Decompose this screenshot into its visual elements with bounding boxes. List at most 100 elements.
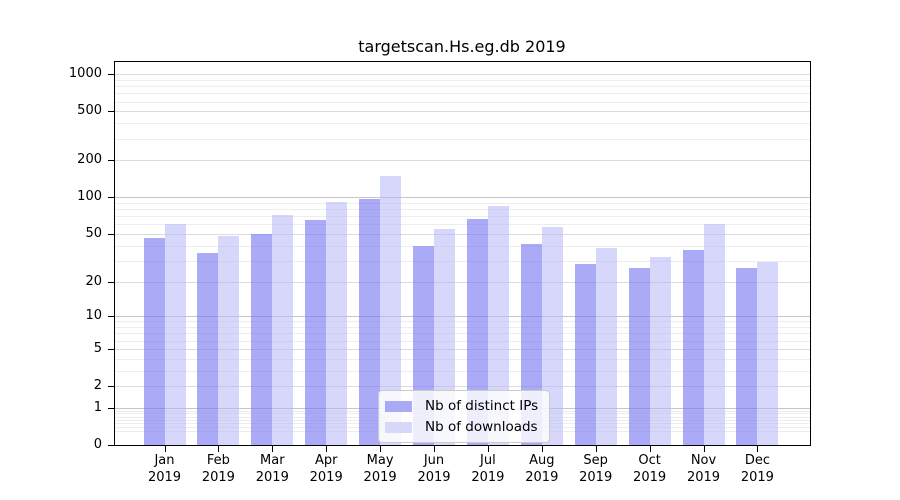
x-tick-jul	[487, 446, 489, 452]
x-tick-jun	[434, 446, 435, 452]
x-label-year: 2019	[363, 470, 397, 485]
x-label-month: Aug	[529, 453, 555, 468]
x-tick-label-jan: Jan 2019	[137, 452, 193, 486]
minor-gridline	[114, 93, 810, 95]
y-tick-label-0: 0	[93, 437, 102, 452]
major-gridline-2	[114, 386, 810, 387]
y-tick-label-10: 10	[85, 308, 102, 324]
x-label-year: 2019	[686, 470, 721, 485]
downloads-swatch-icon	[385, 421, 412, 433]
minor-gridline	[114, 209, 810, 211]
major-gridline-50	[114, 233, 810, 235]
minor-gridline	[114, 138, 810, 140]
minor-gridline	[114, 358, 810, 360]
y-tick-label-100: 100	[77, 189, 102, 205]
legend-item-downloads: Nb of downloads	[385, 419, 541, 435]
y-tick-1000	[108, 74, 114, 76]
y-tick-10	[108, 316, 114, 318]
x-label-month: Apr	[314, 453, 338, 468]
x-tick-label-aug: Aug 2019	[514, 452, 570, 486]
y-tick-label-500: 500	[77, 103, 102, 119]
bar-dec-ips	[736, 268, 758, 445]
x-label-month: Sep	[583, 453, 608, 468]
y-tick-label-5: 5	[93, 340, 102, 356]
x-label-month: Dec	[744, 453, 770, 468]
bar-mar-ips	[251, 233, 273, 445]
bar-apr-downloads	[326, 201, 348, 445]
bar-jan-downloads	[164, 223, 186, 445]
x-tick-oct	[649, 446, 651, 452]
y-tick-500	[108, 111, 114, 113]
bar-jan-ips	[143, 238, 165, 445]
minor-gridline	[114, 340, 810, 342]
x-label-year: 2019	[579, 470, 613, 485]
x-tick-feb	[218, 446, 220, 452]
minor-gridline	[114, 321, 810, 323]
y-tick-label-1: 1	[93, 399, 102, 415]
x-label-year: 2019	[201, 470, 235, 485]
minor-gridline	[114, 86, 810, 88]
y-tick-2	[108, 386, 114, 387]
x-label-year: 2019	[525, 470, 559, 485]
major-gridline-200	[114, 160, 810, 162]
x-tick-label-mar: Mar 2019	[244, 452, 300, 486]
minor-gridline	[114, 79, 810, 81]
y-tick-label-2: 2	[93, 378, 102, 393]
x-tick-dec	[757, 446, 759, 452]
y-tick-label-200: 200	[77, 152, 102, 168]
x-tick-jan	[164, 446, 166, 452]
bar-sep-downloads	[595, 248, 617, 445]
bar-jul-downloads	[487, 205, 509, 445]
x-label-month: Nov	[690, 453, 717, 468]
bar-sep-ips	[574, 264, 596, 445]
y-tick-0	[108, 445, 114, 446]
x-tick-mar	[272, 446, 274, 452]
y-tick-100	[108, 197, 114, 199]
x-tick-label-dec: Dec 2019	[729, 452, 785, 486]
minor-gridline	[114, 333, 810, 335]
bar-may-ips	[359, 199, 381, 445]
x-label-year: 2019	[147, 470, 182, 485]
minor-gridline	[114, 123, 810, 125]
y-tick-50	[108, 233, 114, 235]
x-tick-sep	[595, 446, 597, 452]
x-label-year: 2019	[309, 470, 343, 485]
legend: Nb of distinct IPs Nb of downloads	[378, 390, 550, 443]
x-label-month: May	[366, 453, 394, 468]
x-tick-aug	[541, 446, 543, 452]
major-gridline-20	[114, 281, 810, 283]
chart-title: targetscan.Hs.eg.db 2019	[358, 37, 566, 56]
y-tick-1	[108, 407, 114, 409]
legend-item-distinct-ips: Nb of distinct IPs	[385, 398, 541, 414]
x-tick-may	[380, 446, 382, 452]
bar-mar-downloads	[272, 215, 294, 445]
x-label-year: 2019	[255, 470, 289, 485]
y-tick-label-50: 50	[85, 225, 102, 241]
x-tick-label-sep: Sep 2019	[568, 452, 624, 486]
bar-feb-downloads	[218, 236, 240, 445]
y-tick-20	[108, 281, 114, 283]
y-tick-label-1000: 1000	[68, 66, 102, 82]
bar-apr-ips	[305, 220, 327, 445]
x-tick-label-jun: Jun 2019	[406, 452, 462, 486]
x-tick-label-jul: Jul 2019	[460, 452, 516, 486]
bar-jul-ips	[466, 218, 488, 445]
major-gridline-5	[114, 348, 810, 350]
bar-nov-ips	[682, 249, 704, 445]
x-label-year: 2019	[417, 470, 451, 485]
x-tick-label-nov: Nov 2019	[676, 452, 732, 486]
major-gridline-10	[114, 316, 810, 318]
minor-gridline	[114, 327, 810, 329]
y-tick-label-20: 20	[85, 273, 102, 289]
legend-label-downloads: Nb of downloads	[425, 419, 538, 435]
minor-gridline	[114, 101, 810, 103]
y-tick-200	[108, 160, 114, 162]
x-label-month: Oct	[638, 453, 661, 468]
legend-label-distinct-ips: Nb of distinct IPs	[425, 398, 539, 414]
minor-gridline	[114, 202, 810, 204]
bar-feb-ips	[197, 252, 219, 445]
major-gridline-100	[114, 197, 810, 199]
x-tick-nov	[703, 446, 705, 452]
x-label-month: Jun	[423, 453, 445, 468]
x-label-month: Jul	[480, 453, 496, 468]
